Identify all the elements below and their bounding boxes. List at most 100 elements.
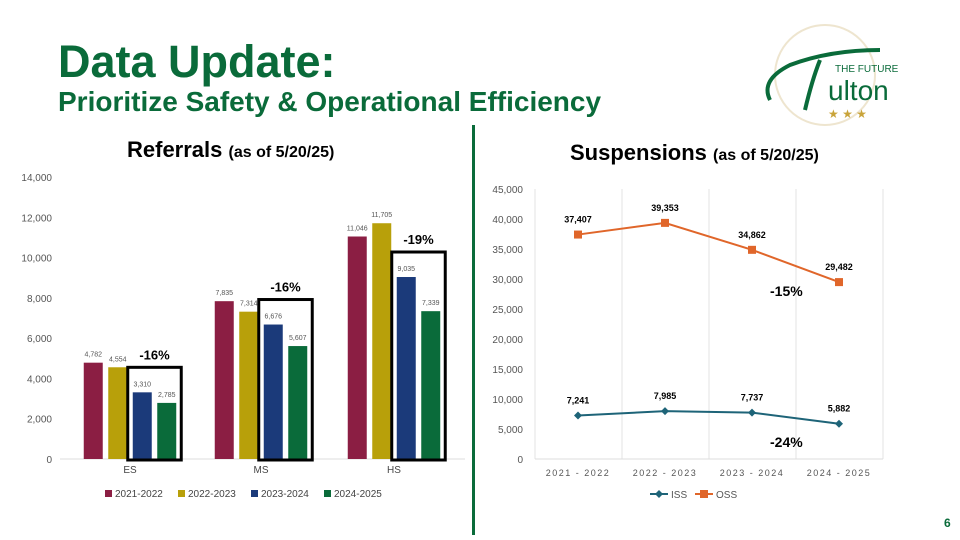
y-tick-label: 40,000: [492, 215, 523, 226]
referrals-title: Referrals (as of 5/20/25): [127, 137, 334, 163]
page-number: 6: [944, 516, 951, 530]
data-label: 5,607: [289, 335, 307, 342]
series-line: [577, 410, 840, 425]
x-tick-label: 2022 - 2023: [633, 468, 698, 478]
x-tick-label: 2024 - 2025: [807, 468, 872, 478]
change-annotation: -16%: [139, 347, 170, 362]
data-label: 7,339: [422, 300, 440, 307]
referrals-chart: 0 2,000 4,000 6,000 8,000 10,000 12,000 14,000 E…: [21, 173, 465, 500]
data-label: 5,882: [828, 404, 851, 414]
data-label: 7,737: [741, 393, 764, 403]
bar: [157, 402, 177, 459]
oss-change-annotation: -15%: [770, 283, 803, 299]
y-tick-label: 14,000: [21, 173, 52, 184]
svg-text:THE FUTURE IS: THE FUTURE IS: [835, 64, 900, 75]
legend-label: 2023-2024: [261, 489, 309, 500]
divider: [472, 125, 475, 535]
legend-label: 2022-2023: [188, 489, 236, 500]
x-tick-label: ES: [123, 465, 137, 476]
y-tick-label: 2,000: [27, 415, 52, 426]
svg-text:ulton: ulton: [828, 75, 889, 106]
suspensions-title-text: Suspensions: [570, 140, 707, 165]
y-tick-label: 20,000: [492, 335, 523, 346]
x-tick-label: MS: [254, 465, 269, 476]
referrals-title-text: Referrals: [127, 137, 223, 162]
data-point: [835, 278, 843, 287]
data-label: 7,314: [240, 301, 258, 308]
data-label: 4,554: [109, 356, 127, 363]
data-label: 9,035: [397, 266, 415, 273]
data-label: 39,353: [651, 203, 679, 213]
y-tick-label: 8,000: [27, 294, 52, 305]
bar: [372, 223, 392, 459]
y-tick-label: 10,000: [492, 395, 523, 406]
x-tick-label: 2023 - 2024: [720, 468, 785, 478]
y-tick-label: 0: [46, 455, 52, 466]
page-subtitle: Prioritize Safety & Operational Efficien…: [58, 86, 602, 117]
data-label: 11,046: [347, 226, 368, 233]
bar: [347, 236, 367, 459]
change-annotation: -16%: [270, 280, 301, 295]
y-tick-label: 6,000: [27, 334, 52, 345]
highlight-box: [257, 298, 314, 462]
bar: [83, 362, 103, 459]
x-tick-label: HS: [387, 465, 401, 476]
bar: [263, 324, 283, 459]
data-label: 6,676: [264, 314, 282, 321]
y-tick-label: 10,000: [21, 254, 52, 265]
legend-marker: [700, 490, 708, 498]
legend-label: 2024-2025: [334, 489, 382, 500]
y-tick-label: 25,000: [492, 305, 523, 316]
change-annotation: -19%: [403, 232, 434, 247]
legend-label: OSS: [716, 490, 737, 501]
data-point: [661, 218, 669, 227]
y-tick-label: 12,000: [21, 213, 52, 224]
page-title: Data Update:: [58, 36, 336, 87]
data-point: [574, 411, 582, 420]
y-tick-label: 15,000: [492, 365, 523, 376]
legend-label: ISS: [671, 490, 687, 501]
fulton-logo: THE FUTURE IS ulton ★ ★ ★: [765, 24, 900, 126]
data-label: 7,835: [215, 290, 233, 297]
bar: [108, 367, 128, 459]
y-tick-label: 5,000: [498, 425, 523, 436]
y-tick-label: 30,000: [492, 275, 523, 286]
y-tick-label: 45,000: [492, 185, 523, 196]
data-point: [748, 245, 756, 254]
y-tick-label: 35,000: [492, 245, 523, 256]
bar: [421, 311, 441, 459]
data-point: [835, 419, 843, 428]
legend-swatch: [324, 490, 331, 497]
data-label: 3,310: [133, 381, 151, 388]
data-label: 7,241: [567, 396, 590, 406]
bar: [288, 346, 308, 459]
x-tick-label: 2021 - 2022: [546, 468, 611, 478]
data-label: 2,785: [158, 392, 176, 399]
data-label: 7,985: [654, 391, 677, 401]
data-point: [661, 407, 669, 416]
suspensions-title: Suspensions (as of 5/20/25): [570, 140, 819, 166]
iss-change-annotation: -24%: [770, 434, 803, 450]
legend-marker: [655, 490, 663, 498]
data-label: 4,782: [84, 352, 102, 359]
series-line: [577, 221, 840, 284]
data-label: 37,407: [564, 215, 592, 225]
referrals-title-note: (as of 5/20/25): [228, 144, 335, 161]
data-label: 34,862: [738, 230, 766, 240]
legend-swatch: [178, 490, 185, 497]
y-tick-label: 4,000: [27, 374, 52, 385]
highlight-box: [390, 250, 447, 462]
data-label: 29,482: [825, 262, 853, 272]
legend-swatch: [105, 490, 112, 497]
bar: [396, 277, 416, 459]
bar: [214, 301, 234, 459]
bar: [132, 392, 152, 459]
data-point: [574, 230, 582, 239]
data-point: [748, 408, 756, 417]
data-label: 11,705: [371, 212, 392, 219]
suspensions-title-note: (as of 5/20/25): [713, 147, 819, 164]
y-tick-label: 0: [517, 455, 523, 466]
bar: [239, 311, 259, 459]
svg-text:★ ★ ★: ★ ★ ★: [828, 107, 867, 121]
